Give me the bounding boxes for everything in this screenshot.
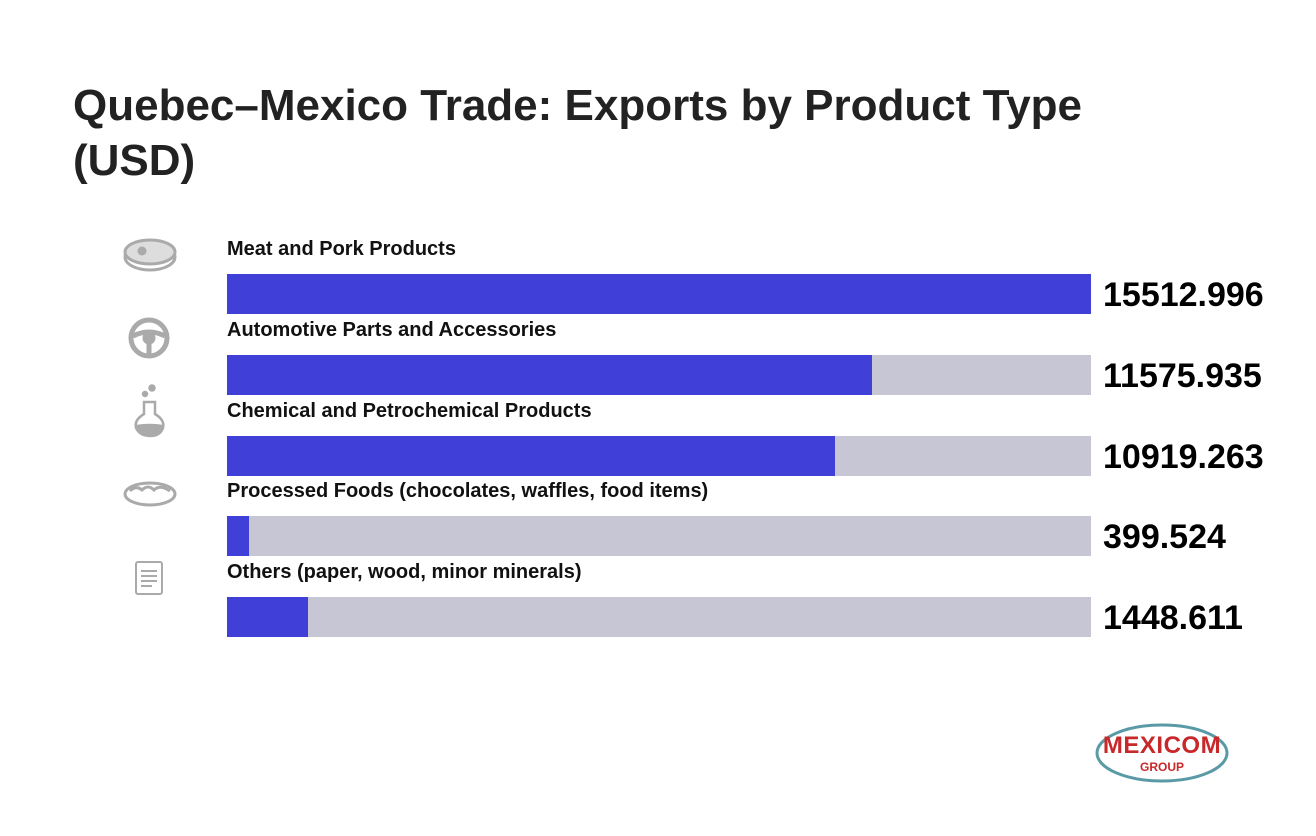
value-label: 15512.996	[1103, 276, 1264, 314]
bar	[227, 516, 250, 557]
flask-icon	[134, 384, 165, 438]
bar-track	[227, 516, 1091, 557]
logo-name: MEXICOM	[1102, 732, 1222, 759]
logo-tagline: GROUP	[1139, 760, 1184, 774]
bar-track	[227, 274, 1091, 314]
value-label: 399.524	[1103, 518, 1226, 557]
bar	[227, 597, 308, 638]
value-label: 1448.611	[1103, 599, 1243, 638]
value-label: 11575.935	[1103, 356, 1262, 395]
category-label: Processed Foods (chocolates, waffles, fo…	[227, 480, 709, 503]
food-icon	[123, 481, 177, 507]
bar-track	[227, 354, 1091, 395]
chart-title: Quebec–Mexico Trade: Exports by Product …	[73, 81, 1083, 185]
category-icons	[123, 238, 177, 595]
category-label: Meat and Pork Products	[227, 238, 456, 260]
category-label: Automotive Parts and Accessories	[227, 318, 557, 341]
bar	[227, 354, 872, 395]
meat-icon	[123, 238, 177, 272]
value-label: 10919.263	[1103, 437, 1264, 476]
bar-track	[227, 435, 1091, 476]
bar	[227, 274, 1091, 314]
wheel-icon	[128, 317, 170, 359]
category-label: Chemical and Petrochemical Products	[227, 399, 592, 422]
logo-ellipse	[1095, 723, 1229, 783]
bar-track	[227, 597, 1091, 638]
bar	[227, 435, 836, 476]
category-label: Others (paper, wood, minor minerals)	[227, 561, 582, 584]
logo: MEXICOM GROUP	[1094, 722, 1230, 784]
document-icon	[135, 561, 163, 595]
